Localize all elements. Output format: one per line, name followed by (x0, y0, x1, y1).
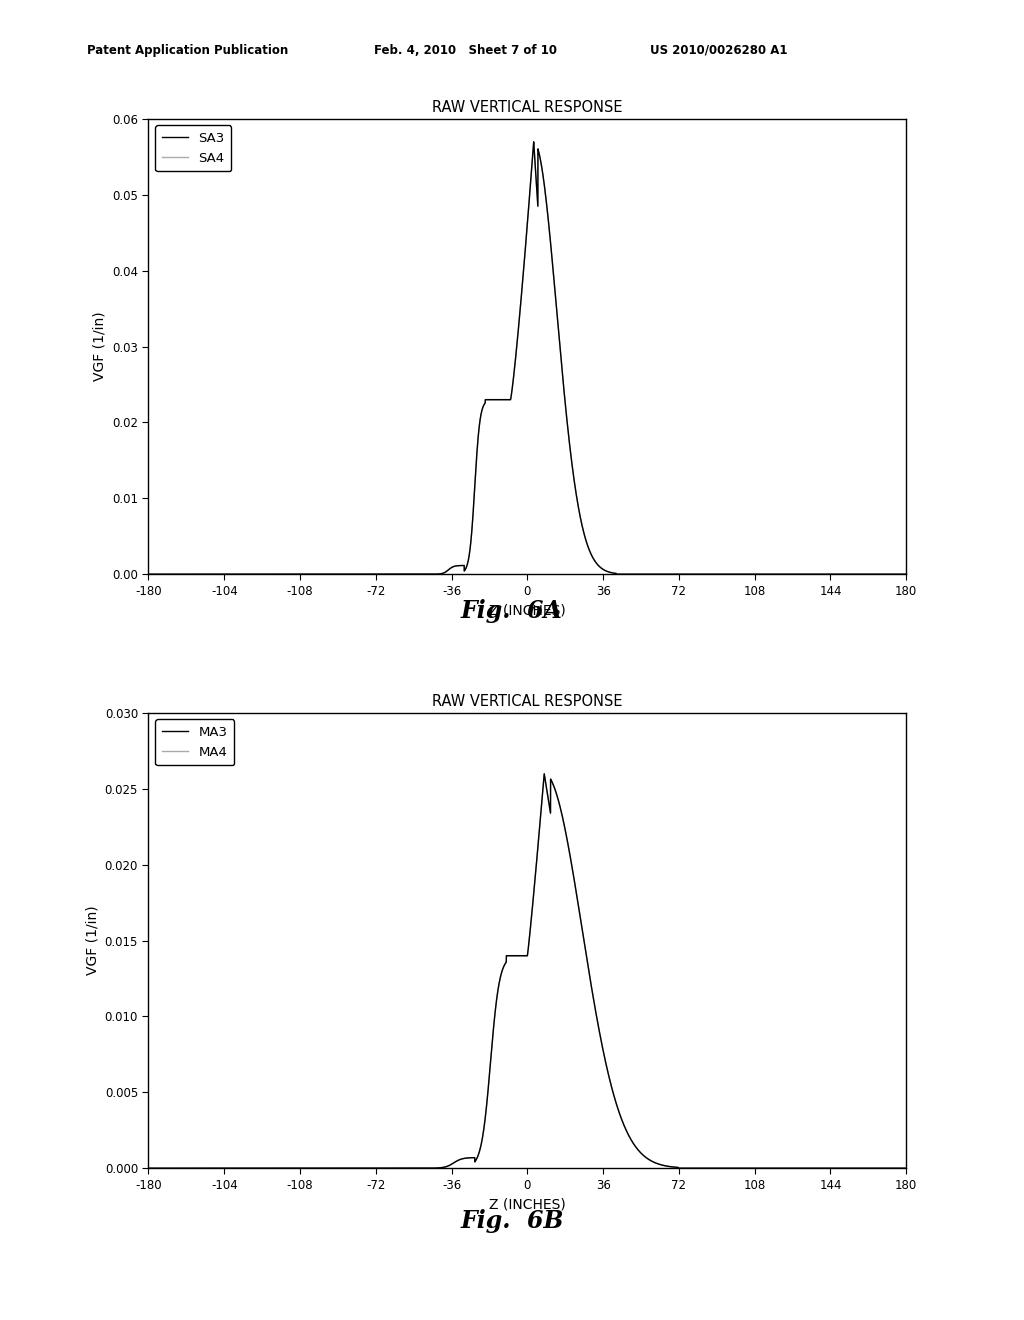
Legend: SA3, SA4: SA3, SA4 (155, 125, 231, 172)
X-axis label: Z (INCHES): Z (INCHES) (489, 603, 565, 618)
Text: Feb. 4, 2010   Sheet 7 of 10: Feb. 4, 2010 Sheet 7 of 10 (374, 44, 557, 57)
Title: RAW VERTICAL RESPONSE: RAW VERTICAL RESPONSE (432, 694, 623, 709)
Y-axis label: VGF (1/in): VGF (1/in) (92, 312, 106, 381)
Text: Fig.  6B: Fig. 6B (460, 1209, 564, 1233)
Text: US 2010/0026280 A1: US 2010/0026280 A1 (650, 44, 787, 57)
Y-axis label: VGF (1/in): VGF (1/in) (85, 906, 99, 975)
Text: Patent Application Publication: Patent Application Publication (87, 44, 289, 57)
X-axis label: Z (INCHES): Z (INCHES) (489, 1197, 565, 1212)
Text: Fig.  6A: Fig. 6A (461, 599, 563, 623)
Legend: MA3, MA4: MA3, MA4 (155, 719, 234, 766)
Title: RAW VERTICAL RESPONSE: RAW VERTICAL RESPONSE (432, 100, 623, 115)
